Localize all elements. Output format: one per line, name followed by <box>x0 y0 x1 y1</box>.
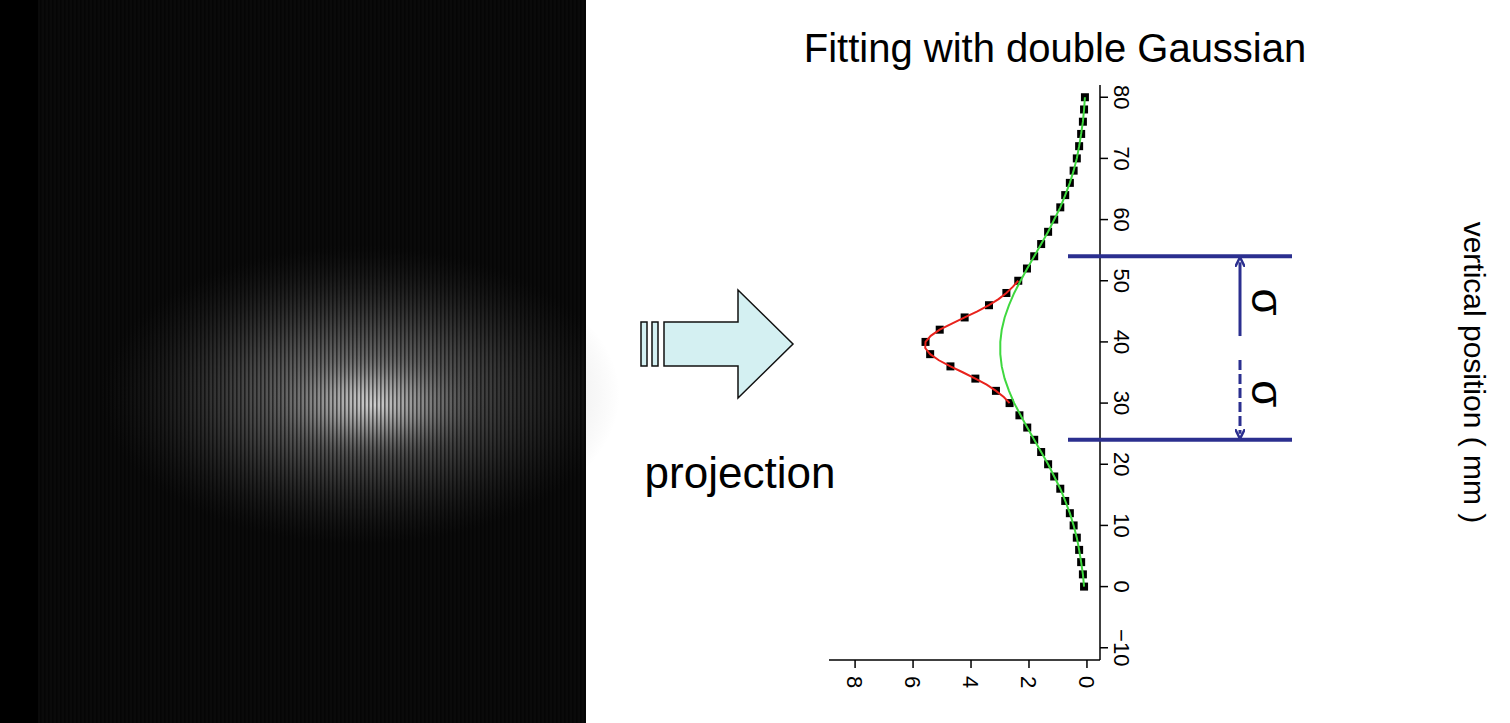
axes: −10 0 10 20 30 40 50 60 70 80 0 2 4 6 8 <box>829 85 1134 688</box>
y-tick <box>970 660 972 668</box>
x-tick-label: 50 <box>1109 269 1134 293</box>
y-tick-label: 0 <box>1074 676 1099 688</box>
y-tick-label: 8 <box>842 676 867 688</box>
x-tick <box>1100 341 1108 343</box>
image-background <box>0 0 586 723</box>
x-tick <box>1100 219 1108 221</box>
arrow-bar <box>652 322 658 366</box>
x-tick-label: 20 <box>1109 452 1134 476</box>
x-tick-label: 10 <box>1109 513 1134 537</box>
x-tick-label: 60 <box>1109 207 1134 231</box>
x-tick <box>1100 525 1108 527</box>
x-tick <box>1100 464 1108 466</box>
y-tick <box>1086 660 1088 668</box>
sigma-annotation: σσ <box>1068 256 1292 440</box>
arrow-bar <box>641 322 647 366</box>
y-tick <box>1028 660 1030 668</box>
x-tick-label: 30 <box>1109 391 1134 415</box>
x-tick <box>1100 586 1108 588</box>
x-tick <box>1100 280 1108 282</box>
x-tick-label: 0 <box>1109 580 1134 592</box>
beam-image <box>0 0 620 723</box>
y-tick-label: 2 <box>1016 676 1041 688</box>
x-tick-label: 40 <box>1109 330 1134 354</box>
image-edge <box>0 0 38 723</box>
arrow-label: projection <box>645 448 836 497</box>
chart-title: Fitting with double Gaussian <box>804 26 1307 70</box>
fit-line <box>925 281 1018 403</box>
sigma-arrow <box>1239 262 1242 336</box>
x-axis-title: vertical position ( mm ) <box>1458 222 1491 524</box>
x-tick <box>1100 96 1108 98</box>
y-tick <box>854 660 856 668</box>
x-tick-label: 70 <box>1109 146 1134 170</box>
plot-area <box>922 93 1089 590</box>
x-tick-label: 80 <box>1109 85 1134 109</box>
x-tick-label: −10 <box>1109 629 1134 666</box>
y-tick-label: 6 <box>900 676 925 688</box>
image-stripes <box>38 0 586 723</box>
fit-line <box>1000 97 1085 586</box>
sigma-arrow <box>1239 360 1242 434</box>
sigma-label: σ <box>1243 289 1292 316</box>
value-axis-line <box>829 659 1100 661</box>
x-tick <box>1100 647 1108 649</box>
sigma-label: σ <box>1243 380 1292 407</box>
figure: projection Fitting with double Gaussian −1… <box>0 0 1510 723</box>
x-tick <box>1100 158 1108 160</box>
y-tick-label: 4 <box>958 676 983 688</box>
sigma-line <box>1068 438 1292 442</box>
sigma-line <box>1068 254 1292 258</box>
y-tick <box>912 660 914 668</box>
x-tick <box>1100 402 1108 404</box>
projection-arrow <box>641 290 793 398</box>
position-axis-line <box>1099 85 1101 660</box>
arrow-body <box>664 290 793 398</box>
